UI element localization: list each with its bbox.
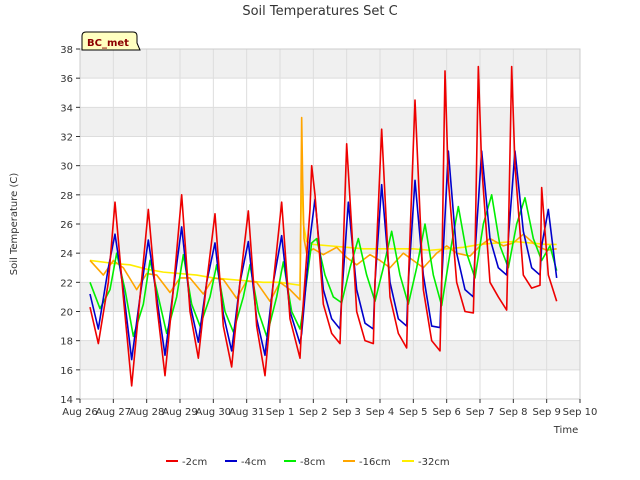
plot-band <box>80 107 580 137</box>
x-tick-label: Sep 3 <box>332 407 360 418</box>
station-badge-label: BC_met <box>87 38 129 49</box>
y-tick-label: 36 <box>60 74 73 85</box>
plot-band <box>80 369 580 399</box>
y-tick-label: 26 <box>60 220 73 231</box>
x-axis-title: Time <box>553 425 578 436</box>
legend-label: -4cm <box>241 457 266 468</box>
plot-band <box>80 224 580 254</box>
x-tick-label: Aug 31 <box>229 407 264 418</box>
legend: -2cm -4cm -8cm -16cm -32cm <box>166 457 450 468</box>
y-tick-label: 34 <box>60 103 73 114</box>
y-axis: 14 16 18 20 22 24 26 28 30 32 34 36 38 <box>60 45 80 406</box>
x-tick-label: Sep 1 <box>266 407 294 418</box>
plot-bands <box>80 49 580 399</box>
legend-label: -16cm <box>359 457 391 468</box>
y-tick-label: 22 <box>60 278 73 289</box>
x-tick-label: Sep 8 <box>499 407 527 418</box>
series-layer <box>89 65 558 387</box>
y-tick-label: 38 <box>60 45 73 56</box>
x-tick-label: Sep 2 <box>299 407 327 418</box>
plot-band <box>80 194 580 224</box>
plot-band <box>80 136 580 166</box>
x-tick-label: Aug 26 <box>62 407 97 418</box>
y-tick-label: 14 <box>60 395 73 406</box>
x-tick-label: Sep 6 <box>432 407 460 418</box>
station-badge-box <box>81 31 141 51</box>
y-axis-title: Soil Temperature (C) <box>9 173 20 276</box>
y-tick-label: 20 <box>60 308 73 319</box>
x-tick-label: Aug 29 <box>162 407 197 418</box>
series-line-2cm <box>89 65 558 387</box>
plot-band <box>80 253 580 283</box>
x-tick-label: Sep 10 <box>563 407 598 418</box>
legend-label: -32cm <box>418 457 450 468</box>
y-tick-label: 16 <box>60 366 73 377</box>
plot-band <box>80 340 580 370</box>
plot-band <box>80 165 580 195</box>
y-tick-label: 30 <box>60 162 73 173</box>
y-tick-label: 32 <box>60 133 73 144</box>
x-tick-label: Aug 30 <box>196 407 231 418</box>
y-tick-label: 18 <box>60 337 73 348</box>
chart-title: Soil Temperatures Set C <box>242 4 397 19</box>
x-tick-label: Sep 4 <box>366 407 394 418</box>
x-tick-label: Sep 9 <box>532 407 560 418</box>
plot-band <box>80 78 580 108</box>
x-tick-label: Aug 28 <box>129 407 164 418</box>
plot-band <box>80 49 580 79</box>
x-tick-label: Sep 5 <box>399 407 427 418</box>
station-badge: BC_met <box>81 31 141 51</box>
legend-label: -8cm <box>300 457 325 468</box>
x-tick-label: Aug 27 <box>96 407 131 418</box>
x-tick-label: Sep 7 <box>466 407 494 418</box>
y-tick-label: 24 <box>60 249 73 260</box>
y-tick-label: 28 <box>60 191 73 202</box>
legend-label: -2cm <box>182 457 207 468</box>
